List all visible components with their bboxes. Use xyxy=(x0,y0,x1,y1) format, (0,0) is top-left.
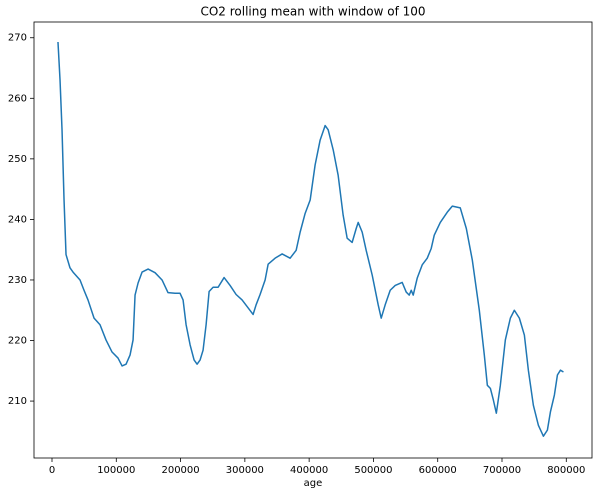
y-tick-label: 260 xyxy=(8,93,27,104)
y-tick-label: 230 xyxy=(8,275,27,286)
x-tick-label: 100000 xyxy=(97,465,135,476)
x-tick-label: 400000 xyxy=(290,465,328,476)
x-tick-label: 800000 xyxy=(547,465,585,476)
x-tick-label: 500000 xyxy=(354,465,392,476)
x-tick-label: 300000 xyxy=(226,465,264,476)
line xyxy=(57,41,564,437)
x-tick-label: 200000 xyxy=(161,465,199,476)
y-tick-label: 220 xyxy=(8,336,27,347)
y-tick-label: 240 xyxy=(8,214,27,225)
axes-frame xyxy=(33,21,593,459)
y-tick-label: 270 xyxy=(8,33,27,44)
y-tick-label: 210 xyxy=(8,396,27,407)
x-tick-label: 0 xyxy=(49,465,55,476)
chart-title: CO2 rolling mean with window of 100 xyxy=(200,5,425,19)
x-tick-label: 700000 xyxy=(483,465,521,476)
x-axis-label: age xyxy=(304,478,323,489)
x-tick-label: 600000 xyxy=(419,465,457,476)
y-tick-label: 250 xyxy=(8,154,27,165)
